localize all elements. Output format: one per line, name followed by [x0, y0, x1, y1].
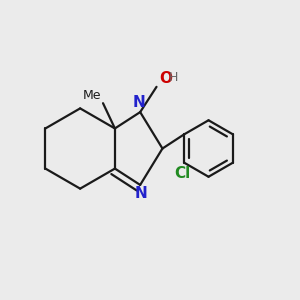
Text: Cl: Cl [175, 166, 191, 181]
Text: Me: Me [83, 89, 101, 102]
Text: N: N [132, 95, 145, 110]
Text: O: O [159, 71, 172, 86]
Text: N: N [135, 186, 148, 201]
Text: H: H [169, 71, 178, 85]
